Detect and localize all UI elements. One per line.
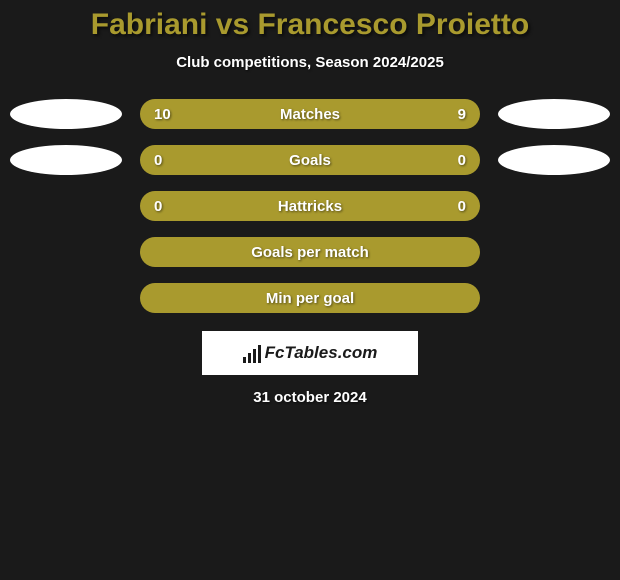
stat-rows: 10Matches90Goals00Hattricks0Goals per ma… [0, 99, 620, 313]
player-left-ellipse [10, 283, 122, 313]
stat-label: Goals [140, 152, 480, 169]
stat-label: Hattricks [140, 198, 480, 215]
subtitle: Club competitions, Season 2024/2025 [0, 54, 620, 71]
player-left-ellipse [10, 145, 122, 175]
player-right-ellipse [498, 145, 610, 175]
bar-chart-icon [243, 343, 261, 363]
date-label: 31 october 2024 [0, 389, 620, 406]
player-right-ellipse [498, 191, 610, 221]
player-left-ellipse [10, 191, 122, 221]
stat-bar: 0Goals0 [140, 145, 480, 175]
player-left-ellipse [10, 99, 122, 129]
stat-label: Min per goal [140, 290, 480, 307]
player-left-ellipse [10, 237, 122, 267]
stat-label: Goals per match [140, 244, 480, 261]
stat-right-value: 9 [458, 106, 466, 123]
fctables-logo: FcTables.com [202, 331, 418, 375]
stat-label: Matches [140, 106, 480, 123]
stat-right-value: 0 [458, 198, 466, 215]
comparison-infographic: Fabriani vs Francesco Proietto Club comp… [0, 0, 620, 406]
player-right-ellipse [498, 237, 610, 267]
stat-bar: 0Hattricks0 [140, 191, 480, 221]
stat-bar: Goals per match [140, 237, 480, 267]
stat-left-value: 0 [154, 152, 162, 169]
stat-row: 0Goals0 [0, 145, 620, 175]
stat-row: 0Hattricks0 [0, 191, 620, 221]
page-title: Fabriani vs Francesco Proietto [0, 8, 620, 42]
stat-bar: Min per goal [140, 283, 480, 313]
stat-bar: 10Matches9 [140, 99, 480, 129]
stat-left-value: 0 [154, 198, 162, 215]
stat-row: 10Matches9 [0, 99, 620, 129]
stat-right-value: 0 [458, 152, 466, 169]
fctables-text: FcTables.com [265, 343, 378, 363]
stat-row: Min per goal [0, 283, 620, 313]
player-right-ellipse [498, 283, 610, 313]
stat-left-value: 10 [154, 106, 171, 123]
stat-row: Goals per match [0, 237, 620, 267]
player-right-ellipse [498, 99, 610, 129]
